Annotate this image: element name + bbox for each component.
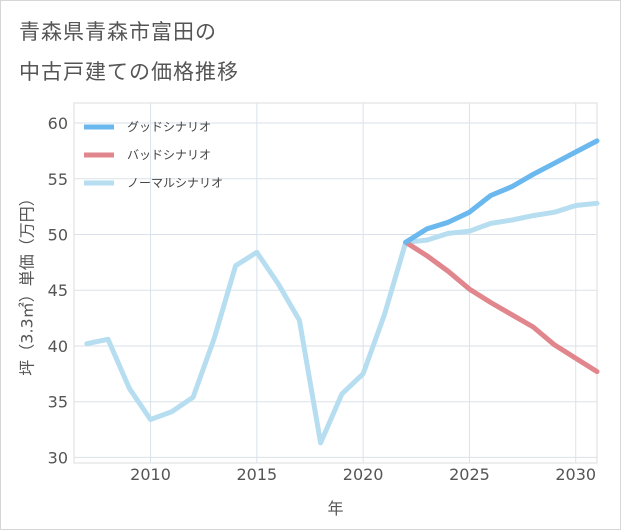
x-tick-label: 2015 [236,465,277,484]
chart-title-line-1: 青森県青森市富田の [19,20,217,44]
y-tick-label: 55 [48,170,68,189]
y-tick-label: 35 [48,393,68,412]
series-line-2 [84,200,600,446]
legend-label-1: バッドシナリオ [127,148,211,162]
y-tick-label: 50 [48,226,68,245]
x-tick-label: 2020 [343,465,384,484]
series-layer [84,138,600,446]
chart-title-line-2: 中古戸建ての価格推移 [19,60,239,84]
x-tick-label: 2030 [555,465,596,484]
axis-ticks: 2010 2015 2020 2025 2030 30 35 40 45 50 55 60 [48,114,596,484]
series-line-0 [403,138,600,245]
gridlines [74,103,597,463]
x-tick-label: 2025 [449,465,490,484]
y-tick-label: 45 [48,281,68,300]
legend-label-0: グッドシナリオ [127,120,211,134]
y-tick-label: 60 [48,114,68,133]
series-line-1 [403,239,600,375]
y-tick-label: 30 [48,448,68,467]
x-tick-label: 2010 [130,465,171,484]
y-axis-label: 坪（3.3㎡）単価（万円） [18,190,37,375]
x-axis-label: 年 [327,499,343,518]
y-tick-label: 40 [48,337,68,356]
legend-label-2: ノーマルシナリオ [127,176,223,190]
